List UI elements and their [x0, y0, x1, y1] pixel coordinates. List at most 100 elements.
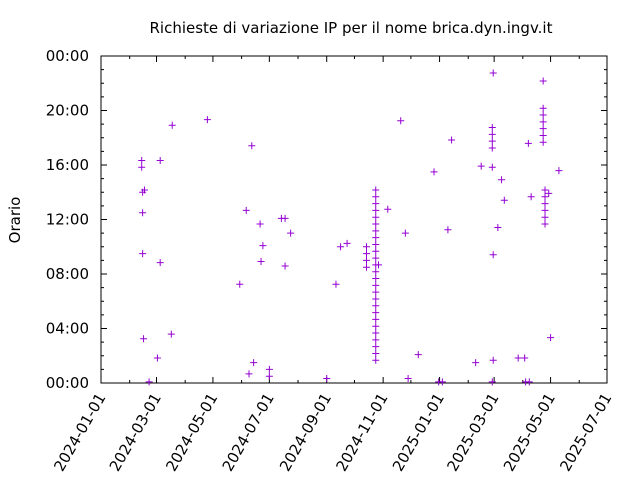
- data-point: [539, 111, 547, 119]
- data-point: [372, 268, 380, 276]
- data-point: [477, 162, 485, 170]
- data-point: [372, 288, 380, 296]
- data-point: [372, 281, 380, 289]
- data-point: [375, 261, 383, 269]
- data-point: [265, 372, 273, 380]
- data-point: [488, 378, 496, 386]
- data-point: [372, 349, 380, 357]
- data-point: [401, 229, 409, 237]
- data-point: [372, 295, 380, 303]
- data-point: [372, 322, 380, 330]
- plot-frame: [100, 55, 608, 384]
- data-point: [140, 335, 148, 343]
- x-tick-label: 2025-01-01: [389, 390, 448, 475]
- data-point: [541, 213, 549, 221]
- data-point: [372, 309, 380, 317]
- data-point: [500, 196, 508, 204]
- data-point: [541, 200, 549, 208]
- data-point: [156, 156, 164, 164]
- data-point: [248, 142, 256, 150]
- data-point: [494, 223, 502, 231]
- data-point: [488, 124, 496, 132]
- data-point: [521, 354, 529, 362]
- data-point: [547, 334, 555, 342]
- data-point: [488, 137, 496, 145]
- data-point: [138, 156, 146, 164]
- data-point: [488, 130, 496, 138]
- data-point: [343, 239, 351, 247]
- data-point: [372, 254, 380, 262]
- y-tick-label: 20:00: [46, 102, 89, 120]
- data-point: [525, 378, 533, 386]
- data-point: [372, 220, 380, 228]
- y-tick-label: 00:00: [46, 374, 89, 392]
- x-tick-label: 2024-01-01: [50, 390, 109, 475]
- data-point: [488, 144, 496, 152]
- data-point: [404, 374, 412, 382]
- data-point: [541, 193, 549, 201]
- data-point: [337, 243, 345, 251]
- axis-ticks: [100, 55, 608, 384]
- data-point: [257, 258, 265, 266]
- data-point: [236, 280, 244, 288]
- data-point: [541, 186, 549, 194]
- y-tick-label: 12:00: [46, 211, 89, 229]
- data-point: [245, 370, 253, 378]
- data-point: [372, 343, 380, 351]
- data-point: [384, 205, 392, 213]
- data-point: [153, 354, 161, 362]
- data-point: [372, 336, 380, 344]
- data-point: [498, 176, 506, 184]
- data-point: [281, 214, 289, 222]
- chart-title: Richieste di variazione IP per il nome b…: [150, 19, 553, 37]
- data-point: [514, 354, 522, 362]
- data-point: [539, 138, 547, 146]
- data-point: [362, 263, 370, 271]
- data-point: [527, 193, 535, 201]
- data-point: [372, 227, 380, 235]
- data-point: [140, 186, 148, 194]
- data-point: [539, 125, 547, 133]
- data-point: [372, 206, 380, 214]
- data-point: [265, 365, 273, 373]
- x-tick-label: 2025-05-01: [500, 390, 559, 475]
- data-point: [539, 118, 547, 126]
- data-point: [372, 315, 380, 323]
- y-tick-label: 00:00: [46, 47, 89, 65]
- data-point: [545, 189, 553, 197]
- x-tick-label: 2025-03-01: [443, 390, 502, 475]
- data-point: [168, 121, 176, 129]
- data-point: [362, 243, 370, 251]
- data-point: [139, 209, 147, 217]
- data-point: [372, 234, 380, 242]
- data-point: [539, 104, 547, 112]
- data-point: [555, 167, 563, 175]
- data-point: [242, 206, 250, 214]
- x-tick-label: 2025-07-01: [556, 390, 615, 475]
- data-point: [489, 69, 497, 77]
- data-point: [489, 356, 497, 364]
- x-tick-label: 2024-09-01: [276, 390, 335, 475]
- data-point: [539, 131, 547, 139]
- data-points: [138, 69, 563, 386]
- data-point: [138, 163, 146, 171]
- data-point: [139, 250, 147, 258]
- y-tick-label: 04:00: [46, 320, 89, 338]
- y-tick-label: 08:00: [46, 265, 89, 283]
- data-point: [332, 280, 340, 288]
- data-point: [362, 256, 370, 264]
- tick-labels: 00:0004:0008:0012:0016:0020:0000:002024-…: [46, 47, 616, 475]
- data-point: [259, 242, 267, 250]
- data-point: [397, 117, 405, 125]
- data-point: [438, 378, 446, 386]
- data-point: [472, 359, 480, 367]
- data-point: [250, 359, 258, 367]
- x-tick-label: 2024-11-01: [332, 390, 391, 475]
- data-point: [372, 213, 380, 221]
- data-point: [156, 259, 164, 267]
- data-point: [372, 275, 380, 283]
- data-point: [372, 240, 380, 248]
- data-point: [145, 378, 153, 386]
